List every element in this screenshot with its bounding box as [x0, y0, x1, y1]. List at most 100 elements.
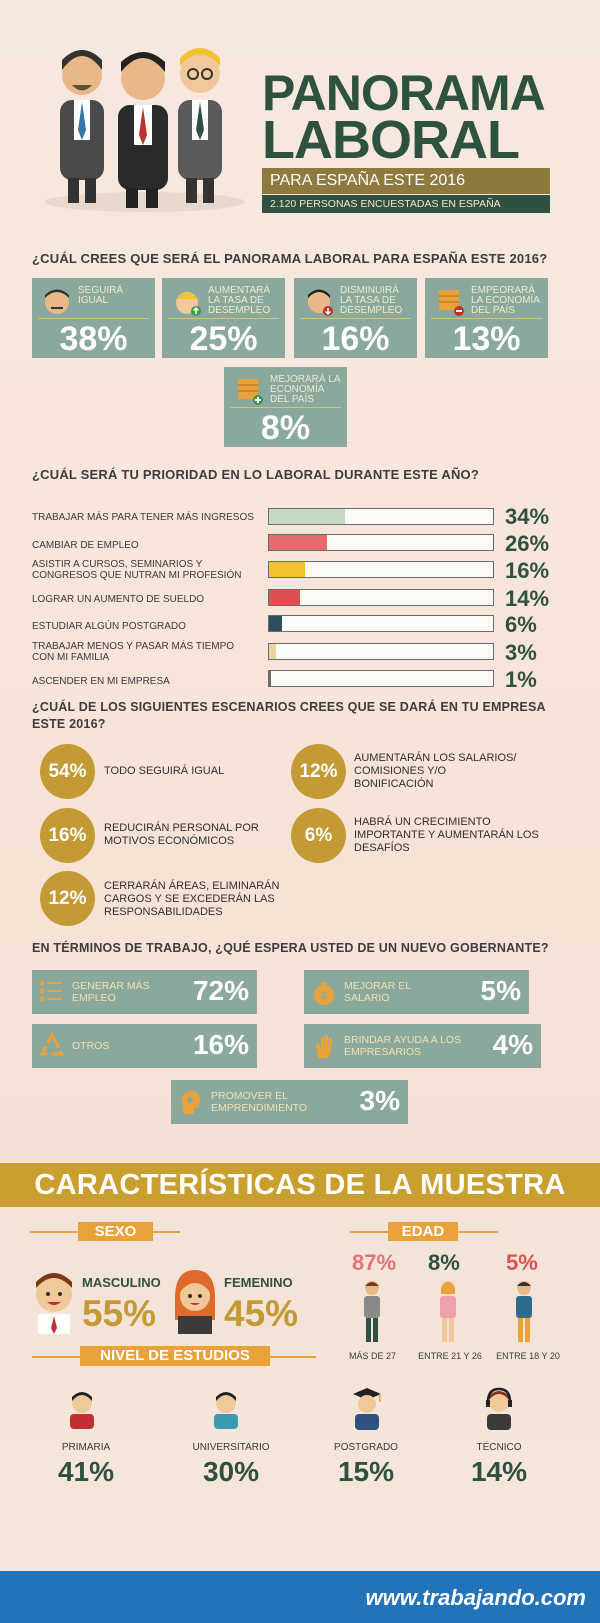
- q4-option-label: PROMOVER EL EMPRENDIMIENTO: [211, 1090, 308, 1114]
- q3-question-line2: ESTE 2016?: [32, 717, 106, 731]
- q2-bar-track: [268, 508, 494, 525]
- q3-pct-circle: 12%: [291, 744, 346, 799]
- age-figure: [512, 1280, 536, 1351]
- q1-option: DISMINUIRÁ LA TASA DE DESEMPLEO 16%: [294, 278, 417, 358]
- female-avatar: [172, 1268, 218, 1339]
- subtitle-band: PARA ESPAÑA ESTE 2016: [262, 168, 550, 194]
- edad-heading: EDAD: [388, 1222, 458, 1241]
- coins-plus-icon: [238, 379, 263, 405]
- q4-option-pct: 4%: [492, 1029, 533, 1060]
- male-label: MASCULINO: [82, 1275, 161, 1290]
- q2-label: TRABAJAR MÁS PARA TENER MÁS INGRESOS: [32, 512, 254, 523]
- q2-pct: 3%: [505, 640, 537, 665]
- q4-option: $ MEJORAR EL SALARIO 5%: [304, 970, 529, 1014]
- q1-option-label: AUMENTARÁ LA TASA DE DESEMPLEO: [208, 285, 271, 316]
- q2-bar-track: [268, 589, 494, 606]
- q1-option-pct: 8%: [260, 409, 311, 447]
- q2-bar-fill: [269, 535, 328, 550]
- age-label: ENTRE 21 Y 26: [418, 1351, 482, 1361]
- q2-pct: 26%: [505, 531, 550, 556]
- q2-label: CAMBIAR DE EMPLEO: [32, 540, 139, 551]
- q2-label: LOGRAR UN AUMENTO DE SUELDO: [32, 594, 205, 605]
- male-avatar: [32, 1268, 76, 1339]
- estudios-pct: 41%: [57, 1456, 115, 1487]
- estudios-label: PRIMARIA: [61, 1442, 111, 1453]
- q2-pct: 14%: [505, 586, 550, 611]
- q3-pct-circle: 16%: [40, 808, 95, 863]
- age-figure: [360, 1280, 384, 1351]
- q2-bar-fill: [269, 644, 276, 659]
- q1-option-label: DISMINUIRÁ LA TASA DE DESEMPLEO: [340, 285, 403, 316]
- worker-down-icon: [308, 289, 333, 316]
- q2-bar-track: [268, 615, 494, 632]
- sexo-heading-text: SEXO: [78, 1222, 153, 1241]
- q2-label: ASCENDER EN MI EMPRESA: [32, 676, 170, 687]
- estudios-label: TÉCNICO: [476, 1442, 522, 1453]
- sample-band: 2.120 PERSONAS ENCUESTADAS EN ESPAÑA: [262, 195, 550, 213]
- q3-text: HABRÁ UN CRECIMIENTO IMPORTANTE Y AUMENT…: [354, 816, 539, 854]
- q2-bar-fill: [269, 671, 272, 686]
- worker-up-icon: [176, 292, 201, 316]
- q2-question: ¿CUÁL SERÁ TU PRIORIDAD EN LO LABORAL DU…: [32, 467, 479, 482]
- q2-label: ESTUDIAR ALGÚN POSTGRADO: [32, 621, 186, 632]
- postgrado-avatar: [352, 1386, 382, 1435]
- q1-option: EMPEORARÁ LA ECONOMÍA DEL PAÍS 13%: [425, 278, 548, 358]
- q1-option: MEJORARÁ LA ECONOMÍA DEL PAÍS 8%: [224, 367, 347, 447]
- female-label: FEMENINO: [224, 1275, 293, 1290]
- footer: www.trabajando.com: [0, 1571, 600, 1623]
- estudios-pct: 15%: [337, 1456, 395, 1487]
- q1-option-pct: 25%: [189, 320, 258, 358]
- q1-option-label: MEJORARÁ LA ECONOMÍA DEL PAÍS: [270, 374, 341, 405]
- q4-option-pct: 5%: [480, 975, 521, 1006]
- sample-text: 2.120 PERSONAS ENCUESTADAS EN ESPAÑA: [270, 198, 501, 210]
- q1-option-pct: 16%: [321, 320, 390, 358]
- head-gears-icon: [181, 1090, 201, 1114]
- q4-option: GENERAR MÁS EMPLEO 72%: [32, 970, 257, 1014]
- age-pct: 8%: [428, 1250, 460, 1275]
- q4-option: BRINDAR AYUDA A LOS EMPRESARIOS 4%: [304, 1024, 541, 1068]
- q4-option-pct: 16%: [192, 1029, 249, 1060]
- age-label: ENTRE 18 Y 20: [496, 1351, 560, 1361]
- q4-option: PROMOVER EL EMPRENDIMIENTO 3%: [171, 1080, 408, 1124]
- q2-pct: 1%: [505, 667, 537, 692]
- q2-bar-fill: [269, 590, 301, 605]
- hand-icon: [316, 1035, 332, 1058]
- q2-bar-track: [268, 670, 494, 687]
- q3-text: CERRARÁN ÁREAS, ELIMINARÁN CARGOS Y SE E…: [104, 880, 280, 918]
- estudios-label: UNIVERSITARIO: [192, 1442, 270, 1453]
- estudios-pct: 30%: [202, 1456, 260, 1487]
- tecnico-avatar: [484, 1386, 514, 1435]
- svg-text:$: $: [321, 990, 327, 1002]
- q1-option: SEGUIRÁ IGUAL 38%: [32, 278, 155, 358]
- estudios-pct: 14%: [470, 1456, 528, 1487]
- q3-text: REDUCIRÁN PERSONAL POR MOTIVOS ECONÓMICO…: [104, 822, 259, 847]
- age-pct: 87%: [352, 1250, 397, 1275]
- q4-option-label: OTROS: [72, 1040, 110, 1052]
- age-pct: 5%: [506, 1250, 538, 1275]
- header-illustration: [40, 30, 250, 215]
- q3-text: TODO SEGUIRÁ IGUAL: [104, 765, 225, 777]
- page-title-line2: LABORAL: [262, 110, 520, 170]
- q2-bar-track: [268, 561, 494, 578]
- universitario-avatar: [212, 1391, 240, 1434]
- q2-bar-fill: [269, 509, 346, 524]
- q4-option: OTROS 16%: [32, 1024, 257, 1068]
- female-pct: 45%: [224, 1293, 299, 1334]
- q4-option-label: BRINDAR AYUDA A LOS EMPRESARIOS: [344, 1034, 462, 1058]
- money-bag-icon: $: [314, 982, 334, 1005]
- q1-option-label: EMPEORARÁ LA ECONOMÍA DEL PAÍS: [471, 285, 540, 316]
- coins-minus-icon: [439, 290, 464, 316]
- q2-label: ASISTIR A CURSOS, SEMINARIOS Y CONGRESOS…: [32, 559, 242, 581]
- q3-question-line1: ¿CUÁL DE LOS SIGUIENTES ESCENARIOS CREES…: [32, 700, 546, 714]
- footer-brand-link[interactable]: www.trabajando.com: [365, 1585, 586, 1610]
- q4-option-pct: 3%: [359, 1085, 400, 1116]
- q2-pct: 6%: [505, 612, 537, 637]
- estudios-heading: NIVEL DE ESTUDIOS: [80, 1346, 270, 1366]
- q4-question: EN TÉRMINOS DE TRABAJO, ¿QUÉ ESPERA USTE…: [32, 941, 549, 955]
- q2-pct: 16%: [505, 558, 550, 583]
- male-pct: 55%: [82, 1293, 157, 1334]
- q1-option-pct: 13%: [452, 320, 521, 358]
- neutral-face-icon: [45, 289, 69, 314]
- list-icon: [40, 981, 62, 1001]
- q2-bar-track: [268, 534, 494, 551]
